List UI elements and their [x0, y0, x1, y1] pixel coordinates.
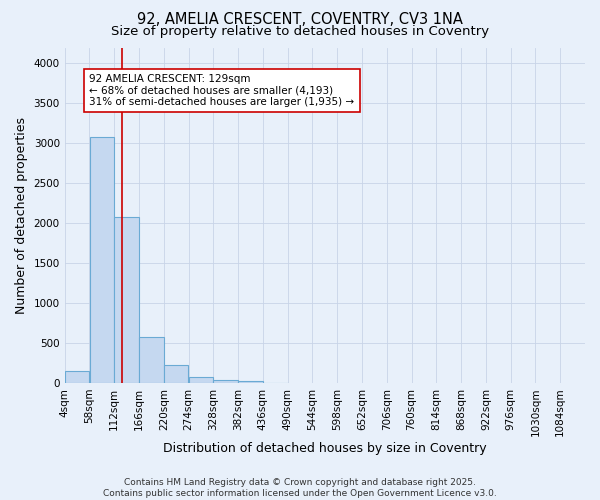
Text: Contains HM Land Registry data © Crown copyright and database right 2025.
Contai: Contains HM Land Registry data © Crown c… — [103, 478, 497, 498]
Bar — [139, 336, 164, 383]
Text: 92 AMELIA CRESCENT: 129sqm
← 68% of detached houses are smaller (4,193)
31% of s: 92 AMELIA CRESCENT: 129sqm ← 68% of deta… — [89, 74, 355, 107]
X-axis label: Distribution of detached houses by size in Coventry: Distribution of detached houses by size … — [163, 442, 487, 455]
Y-axis label: Number of detached properties: Number of detached properties — [15, 116, 28, 314]
Text: Size of property relative to detached houses in Coventry: Size of property relative to detached ho… — [111, 25, 489, 38]
Bar — [188, 378, 213, 383]
Bar — [65, 371, 89, 383]
Bar — [238, 380, 263, 383]
Text: 92, AMELIA CRESCENT, COVENTRY, CV3 1NA: 92, AMELIA CRESCENT, COVENTRY, CV3 1NA — [137, 12, 463, 28]
Bar — [164, 366, 188, 383]
Bar — [115, 217, 139, 383]
Bar — [214, 380, 238, 383]
Bar — [89, 137, 114, 383]
